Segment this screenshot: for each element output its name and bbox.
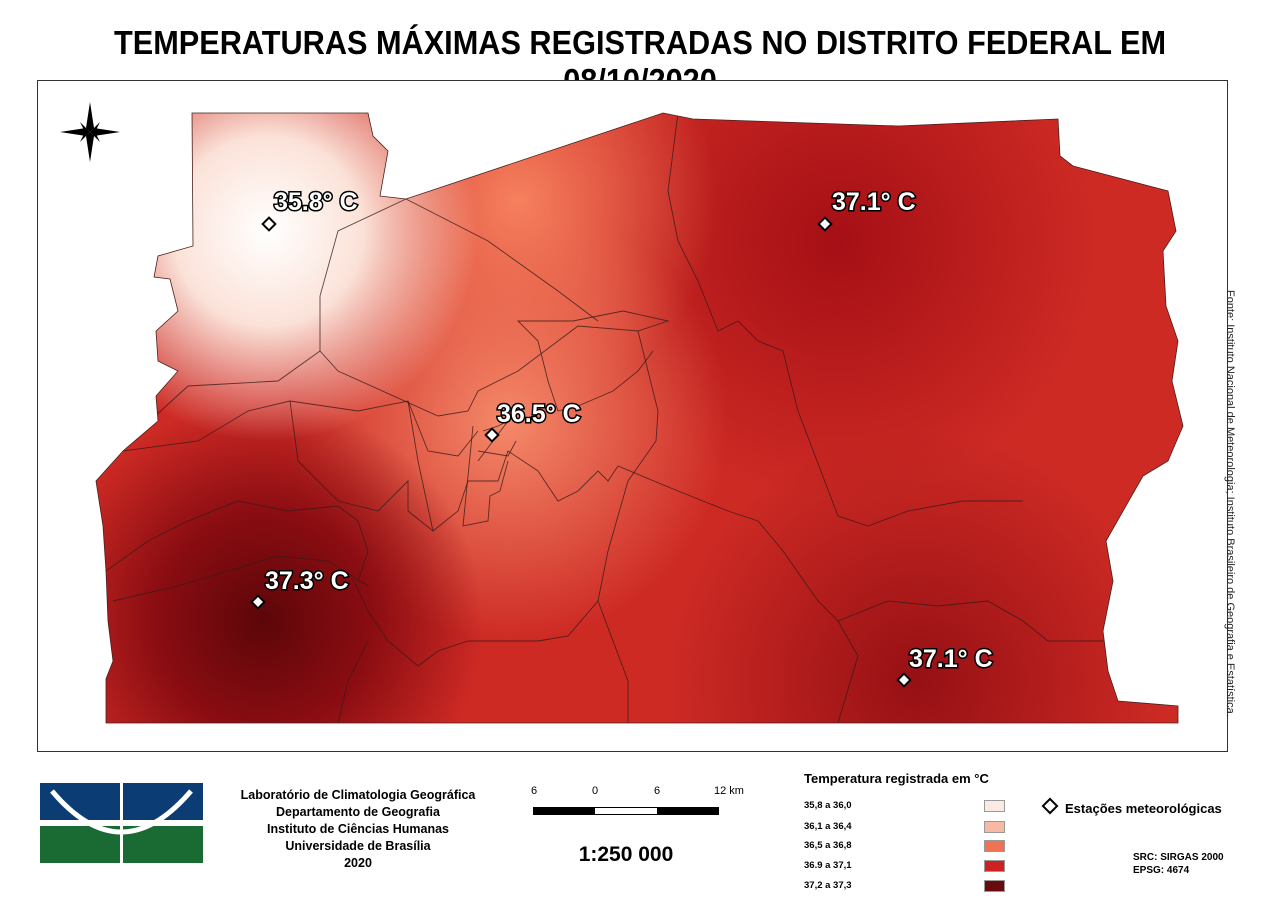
crs-epsg: EPSG: 4674 (1133, 865, 1190, 876)
map-frame: 35.8° C 37.1° C 36.5° C 37.3° C 37.1° C (37, 80, 1228, 752)
stations-legend-label: Estações meteorológicas (1065, 801, 1222, 816)
station-marker[interactable]: 36.5° C (484, 399, 582, 443)
legend-label: 36,5 a 36,8 (804, 840, 852, 851)
station-marker[interactable]: 35.8° C (261, 187, 359, 232)
institution-block: Laboratório de Climatologia Geográfica D… (212, 787, 504, 872)
legend-label: 36.9 a 37,1 (804, 860, 852, 871)
station-markers: 35.8° C 37.1° C 36.5° C 37.3° C 37.1° C (250, 187, 994, 688)
station-label: 37.1° C (832, 188, 916, 216)
station-marker[interactable]: 37.1° C (817, 187, 917, 232)
lab-name: Laboratório de Climatologia Geográfica (240, 788, 476, 802)
legend-swatch (984, 840, 1005, 852)
legend-swatch (984, 821, 1005, 833)
north-star-compass-icon (60, 102, 120, 162)
legend-swatch (984, 860, 1005, 872)
df-outline (95, 112, 1184, 724)
station-label: 35.8° C (274, 188, 358, 216)
legend-label: 37,2 a 37,3 (804, 880, 852, 891)
legend-swatch (984, 880, 1005, 892)
scale-bar-graphic (533, 807, 719, 815)
department-name: Departamento de Geografia (276, 805, 440, 819)
temperature-surface (96, 113, 1183, 723)
scale-tick: 6 (531, 785, 538, 797)
scale-ratio: 1:250 000 (578, 843, 674, 866)
diamond-icon (1041, 797, 1059, 815)
legend-label: 36,1 a 36,4 (804, 821, 852, 832)
station-label: 36.5° C (497, 400, 581, 428)
legend-title: Temperatura registrada em °C (804, 771, 989, 786)
legend-label: 35,8 a 36,0 (804, 800, 852, 811)
scale-tick: 0 (592, 785, 599, 797)
unb-logo (40, 783, 203, 863)
station-label: 37.1° C (909, 645, 993, 673)
legend-swatch (984, 800, 1005, 812)
crs-src: SRC: SIRGAS 2000 (1133, 852, 1224, 863)
station-marker[interactable]: 37.1° C (896, 644, 994, 688)
station-label: 37.3° C (265, 567, 349, 595)
stations-legend: Estações meteorológicas (1041, 797, 1222, 816)
university-name: Universidade de Brasília (285, 839, 431, 853)
institute-name: Instituto de Ciências Humanas (267, 822, 449, 836)
administrative-boundaries (96, 113, 1106, 723)
scale-bar: 6 0 6 12 km 1:250 000 (525, 785, 755, 875)
scale-tick: 6 (654, 785, 661, 797)
crs-info: SRC: SIRGAS 2000 EPSG: 4674 (1133, 851, 1224, 877)
map-canvas: 35.8° C 37.1° C 36.5° C 37.3° C 37.1° C (60, 102, 1184, 724)
station-marker[interactable]: 37.3° C (250, 566, 350, 610)
scale-tick: 12 km (714, 785, 744, 797)
year: 2020 (344, 856, 372, 870)
source-note: Fonte: Instituto Nacional de Meteorologi… (1224, 290, 1236, 717)
